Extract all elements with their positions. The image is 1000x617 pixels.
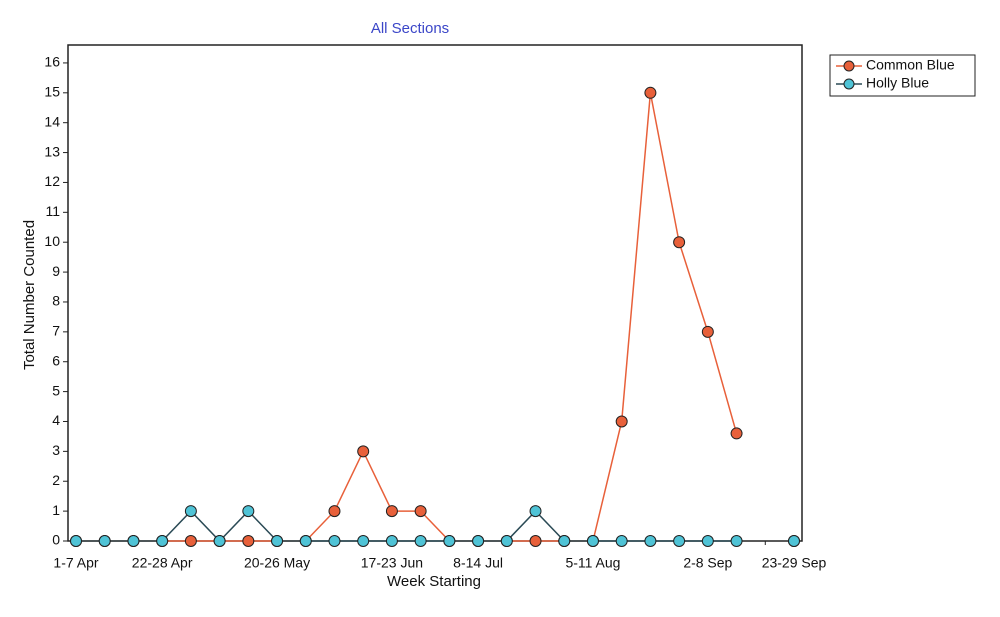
series-marker: [644, 86, 657, 99]
series-marker: [673, 236, 686, 249]
series-marker: [788, 535, 800, 547]
y-tick-label: 7: [52, 323, 60, 339]
chart-title: All Sections: [371, 20, 449, 37]
series-marker: [242, 505, 255, 518]
y-tick-label: 2: [52, 472, 60, 488]
legend: [829, 54, 976, 97]
series-marker: [385, 535, 398, 547]
series-marker: [586, 535, 599, 547]
legend-label: Common Blue: [866, 57, 955, 73]
x-tick-label: 17-23 Jun: [361, 555, 423, 571]
series-marker: [328, 535, 341, 547]
x-tick-label: 5-11 Aug: [565, 555, 620, 571]
series-line: [76, 93, 794, 541]
y-tick-label: 9: [52, 263, 60, 279]
series-marker: [558, 535, 571, 547]
y-tick-label: 3: [52, 442, 60, 458]
series-marker: [385, 505, 398, 518]
y-tick-label: 6: [52, 352, 60, 368]
y-tick-label: 4: [52, 412, 60, 428]
series-marker: [730, 535, 743, 547]
series-marker: [615, 415, 628, 428]
series-marker: [472, 535, 485, 547]
series-marker: [70, 535, 82, 547]
y-tick-label: 11: [45, 203, 60, 219]
series-marker: [529, 505, 542, 518]
series-marker: [213, 535, 226, 547]
series-marker: [701, 325, 714, 338]
y-axis-label: Total Number Counted: [21, 220, 38, 370]
series-marker: [414, 505, 427, 518]
series-marker: [414, 535, 427, 547]
y-tick-label: 16: [44, 54, 60, 70]
y-tick-label: 8: [52, 293, 60, 309]
x-tick-label: 2-8 Sep: [683, 555, 732, 571]
y-tick-label: 0: [52, 532, 60, 548]
x-axis-label: Week Starting: [387, 573, 481, 590]
series-marker: [156, 535, 169, 547]
series-marker: [443, 535, 456, 547]
series-marker: [328, 505, 341, 518]
series-marker: [615, 535, 628, 547]
x-tick-label: 8-14 Jul: [453, 555, 503, 571]
series-marker: [357, 445, 370, 458]
plot-frame: [67, 44, 803, 542]
y-tick-label: 12: [44, 173, 60, 189]
series-marker: [701, 535, 714, 547]
series-marker: [242, 535, 255, 547]
legend-label: Holly Blue: [866, 75, 929, 91]
series-marker: [271, 535, 284, 547]
series-marker: [500, 535, 513, 547]
y-tick-label: 13: [44, 143, 60, 159]
series-marker: [98, 535, 111, 547]
series-marker: [357, 535, 370, 547]
series-marker: [730, 427, 743, 440]
legend-marker: [843, 78, 855, 90]
x-tick-label: 22-28 Apr: [132, 555, 193, 571]
series-marker: [644, 535, 657, 547]
legend-marker: [843, 60, 855, 72]
x-tick-label: 23-29 Sep: [762, 555, 827, 571]
y-tick-label: 1: [52, 502, 60, 518]
x-tick-label: 1-7 Apr: [53, 555, 98, 571]
series-marker: [184, 505, 197, 518]
series-marker: [673, 535, 686, 547]
series-marker: [127, 535, 140, 547]
x-tick-label: 20-26 May: [244, 555, 310, 571]
y-tick-label: 14: [44, 113, 60, 129]
y-tick-label: 10: [44, 233, 60, 249]
y-tick-label: 5: [52, 382, 60, 398]
y-tick-label: 15: [44, 84, 60, 100]
series-marker: [299, 535, 312, 547]
series-marker: [529, 535, 542, 547]
series-marker: [184, 535, 197, 547]
